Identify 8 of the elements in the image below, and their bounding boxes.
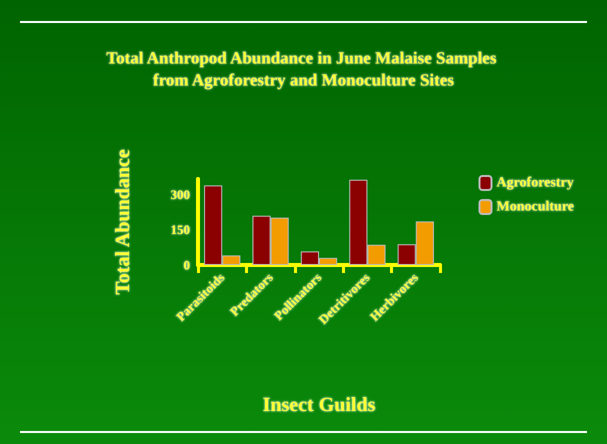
y-tick-label: 0	[184, 258, 190, 272]
legend-label: Agroforestry	[496, 176, 574, 190]
x-axis-title: Insect Guilds	[262, 394, 376, 416]
chart-title: Total Anthropod Abundance in June Malaise Samples from Agroforestry and Monoculture Sites	[106, 48, 501, 90]
y-tick-label: 300	[170, 186, 190, 202]
legend-label: Monoculture	[496, 200, 574, 214]
y-tick-label: 150	[170, 222, 190, 238]
y-axis-title: Total Abundance	[112, 149, 134, 295]
